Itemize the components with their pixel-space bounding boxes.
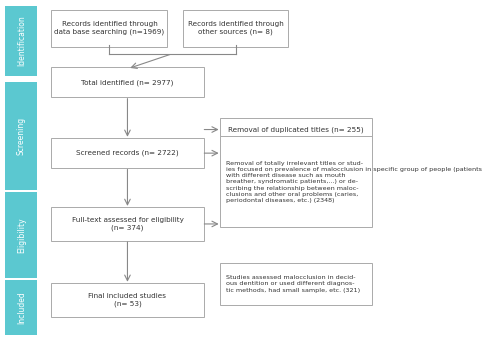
Text: Screened records (n= 2722): Screened records (n= 2722)	[76, 150, 179, 156]
FancyBboxPatch shape	[52, 283, 204, 317]
FancyBboxPatch shape	[219, 136, 371, 227]
Text: Full-text assessed for eligibility
(n= 374): Full-text assessed for eligibility (n= 3…	[71, 217, 184, 231]
FancyBboxPatch shape	[5, 279, 37, 335]
FancyBboxPatch shape	[52, 207, 204, 241]
Text: Studies assessed malocclusion in decid-
ous dentition or used different diagnos-: Studies assessed malocclusion in decid- …	[226, 275, 361, 292]
FancyBboxPatch shape	[219, 118, 371, 141]
FancyBboxPatch shape	[184, 10, 287, 47]
Text: Removal of duplicated titles (n= 255): Removal of duplicated titles (n= 255)	[228, 126, 364, 133]
Text: Identification: Identification	[17, 16, 26, 66]
Text: Included: Included	[17, 291, 26, 324]
FancyBboxPatch shape	[219, 263, 371, 305]
Text: Records identified through
other sources (n= 8): Records identified through other sources…	[187, 21, 283, 35]
FancyBboxPatch shape	[5, 192, 37, 278]
Text: Records identified through
data base searching (n=1969): Records identified through data base sea…	[55, 21, 164, 35]
Text: Final included studies
(n= 53): Final included studies (n= 53)	[89, 293, 166, 307]
FancyBboxPatch shape	[5, 6, 37, 75]
Text: Eligibility: Eligibility	[17, 217, 26, 253]
FancyBboxPatch shape	[5, 82, 37, 190]
Text: Removal of totally irrelevant titles or stud-
ies focused on prevalence of maloc: Removal of totally irrelevant titles or …	[226, 161, 482, 203]
FancyBboxPatch shape	[52, 67, 204, 98]
FancyBboxPatch shape	[52, 138, 204, 168]
Text: Total identified (n= 2977): Total identified (n= 2977)	[81, 79, 174, 86]
FancyBboxPatch shape	[52, 10, 167, 47]
Text: Screening: Screening	[17, 117, 26, 155]
